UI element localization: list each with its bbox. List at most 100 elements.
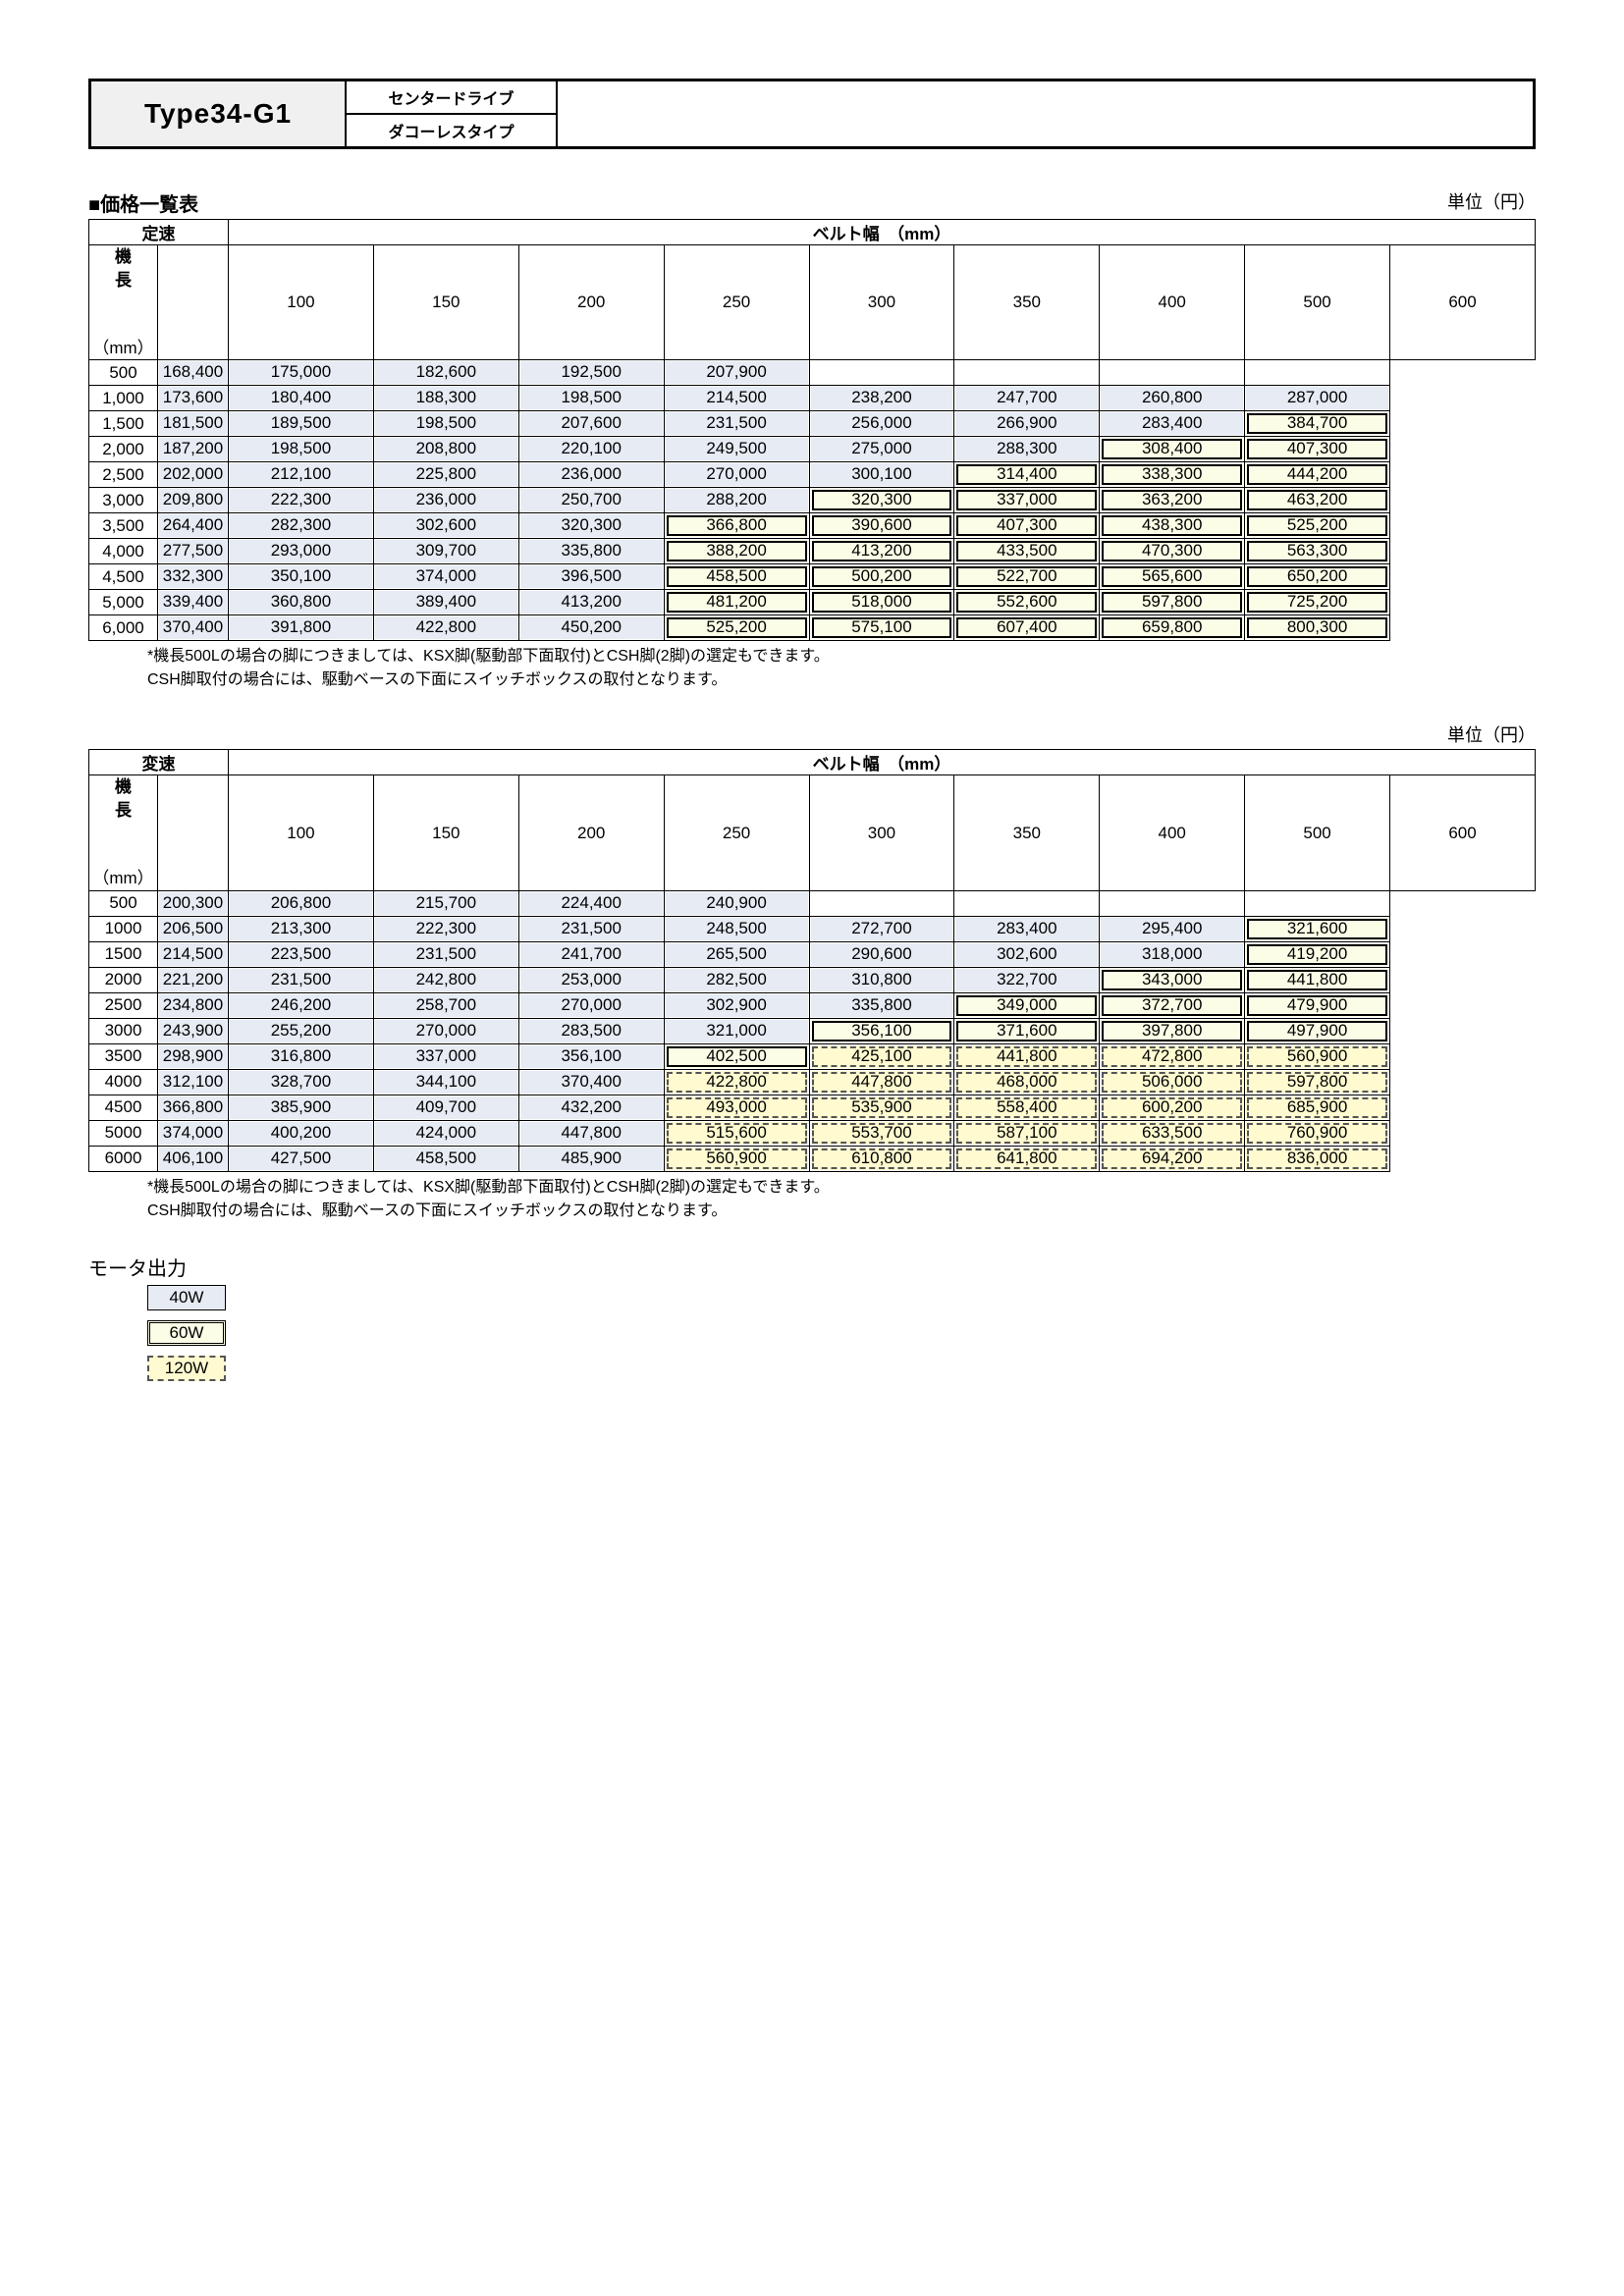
price-cell: 760,900 xyxy=(1245,1120,1390,1146)
price-cell: 175,000 xyxy=(229,360,374,386)
price-cell: 356,100 xyxy=(518,1043,664,1069)
price-cell: 470,300 xyxy=(1100,539,1245,564)
price-cell: 444,200 xyxy=(1245,462,1390,488)
price-cell: 215,700 xyxy=(373,890,518,916)
price-cell: 413,200 xyxy=(518,590,664,615)
price-cell: 316,800 xyxy=(229,1043,374,1069)
length-axis-label: 機長（mm） xyxy=(89,775,158,890)
price-cell: 247,700 xyxy=(954,386,1100,411)
price-cell: 350,100 xyxy=(229,564,374,590)
length-value: 1500 xyxy=(89,941,158,967)
price-cell: 343,000 xyxy=(1100,967,1245,992)
header-mid: センタードライブ ダコーレスタイプ xyxy=(347,81,558,146)
price-cell: 198,500 xyxy=(518,386,664,411)
length-value: 2500 xyxy=(89,992,158,1018)
width-col: 350 xyxy=(954,245,1100,360)
price-cell: 231,500 xyxy=(664,411,809,437)
price-cell: 265,500 xyxy=(664,941,809,967)
price-cell: 553,700 xyxy=(809,1120,954,1146)
price-cell: 370,400 xyxy=(158,615,229,641)
price-cell: 344,100 xyxy=(373,1069,518,1095)
price-cell xyxy=(954,360,1100,386)
price-cell: 298,900 xyxy=(158,1043,229,1069)
note1-line1: *機長500Lの場合の脚につきましては、KSX脚(駆動部下面取付)とCSH脚(2… xyxy=(147,645,1536,668)
price-cell: 208,800 xyxy=(373,437,518,462)
price-cell: 479,900 xyxy=(1245,992,1390,1018)
price-cell: 277,500 xyxy=(158,539,229,564)
price-cell: 256,000 xyxy=(809,411,954,437)
width-col: 300 xyxy=(809,775,954,890)
price-cell: 366,800 xyxy=(158,1095,229,1120)
price-cell: 318,000 xyxy=(1100,941,1245,967)
price-cell xyxy=(1100,360,1245,386)
price-cell: 525,200 xyxy=(664,615,809,641)
price-cell xyxy=(954,890,1100,916)
price-cell: 641,800 xyxy=(954,1146,1100,1171)
unit-row-2: 単位（円） xyxy=(88,721,1536,747)
price-cell xyxy=(1100,890,1245,916)
width-col: 150 xyxy=(373,775,518,890)
price-cell: 560,900 xyxy=(1245,1043,1390,1069)
price-table-fixed: 定速ベルト幅 （mm）機長（mm）10015020025030035040050… xyxy=(88,219,1536,641)
price-cell: 206,800 xyxy=(229,890,374,916)
price-cell: 560,900 xyxy=(664,1146,809,1171)
price-cell: 312,100 xyxy=(158,1069,229,1095)
price-cell: 425,100 xyxy=(809,1043,954,1069)
price-cell: 270,000 xyxy=(664,462,809,488)
price-cell: 422,800 xyxy=(664,1069,809,1095)
price-cell: 302,900 xyxy=(664,992,809,1018)
price-cell: 432,200 xyxy=(518,1095,664,1120)
price-cell: 168,400 xyxy=(158,360,229,386)
price-cell: 472,800 xyxy=(1100,1043,1245,1069)
price-cell: 685,900 xyxy=(1245,1095,1390,1120)
price-cell: 438,300 xyxy=(1100,513,1245,539)
price-cell: 427,500 xyxy=(229,1146,374,1171)
price-cell: 322,700 xyxy=(954,967,1100,992)
price-cell: 283,500 xyxy=(518,1018,664,1043)
price-cell: 610,800 xyxy=(809,1146,954,1171)
price-cell: 238,200 xyxy=(809,386,954,411)
price-cell: 310,800 xyxy=(809,967,954,992)
motor-title: モータ出力 xyxy=(88,1253,1536,1281)
belt-width-header: ベルト幅 （mm） xyxy=(229,750,1536,775)
price-cell: 522,700 xyxy=(954,564,1100,590)
price-cell xyxy=(809,890,954,916)
price-cell: 283,400 xyxy=(954,916,1100,941)
price-cell: 198,500 xyxy=(373,411,518,437)
table2-head: 変速ベルト幅 （mm）機長（mm）10015020025030035040050… xyxy=(89,750,1536,890)
note1-line2: CSH脚取付の場合には、駆動ベースの下面にスイッチボックスの取付となります。 xyxy=(147,668,1536,692)
note2: *機長500Lの場合の脚につきましては、KSX脚(駆動部下面取付)とCSH脚(2… xyxy=(147,1176,1536,1223)
price-cell: 209,800 xyxy=(158,488,229,513)
header-box: Type34-G1 センタードライブ ダコーレスタイプ xyxy=(88,79,1536,149)
length-value: 500 xyxy=(89,890,158,916)
price-cell: 288,200 xyxy=(664,488,809,513)
price-cell: 374,000 xyxy=(373,564,518,590)
length-value: 3500 xyxy=(89,1043,158,1069)
price-cell: 181,500 xyxy=(158,411,229,437)
length-value: 3,500 xyxy=(89,513,158,539)
price-cell: 242,800 xyxy=(373,967,518,992)
price-cell: 188,300 xyxy=(373,386,518,411)
price-cell: 447,800 xyxy=(809,1069,954,1095)
length-value: 6000 xyxy=(89,1146,158,1171)
price-cell: 338,300 xyxy=(1100,462,1245,488)
price-cell: 447,800 xyxy=(518,1120,664,1146)
length-value: 3,000 xyxy=(89,488,158,513)
price-cell: 231,500 xyxy=(229,967,374,992)
price-cell: 413,200 xyxy=(809,539,954,564)
price-cell: 433,500 xyxy=(954,539,1100,564)
price-cell: 481,200 xyxy=(664,590,809,615)
price-cell: 283,400 xyxy=(1100,411,1245,437)
length-value: 1,000 xyxy=(89,386,158,411)
price-cell: 309,700 xyxy=(373,539,518,564)
length-value: 500 xyxy=(89,360,158,386)
price-cell: 290,600 xyxy=(809,941,954,967)
price-cell: 458,500 xyxy=(373,1146,518,1171)
price-cell xyxy=(1245,890,1390,916)
length-value: 1000 xyxy=(89,916,158,941)
price-cell: 659,800 xyxy=(1100,615,1245,641)
price-cell: 270,000 xyxy=(373,1018,518,1043)
price-cell: 222,300 xyxy=(373,916,518,941)
price-cell: 231,500 xyxy=(373,941,518,967)
price-cell: 288,300 xyxy=(954,437,1100,462)
